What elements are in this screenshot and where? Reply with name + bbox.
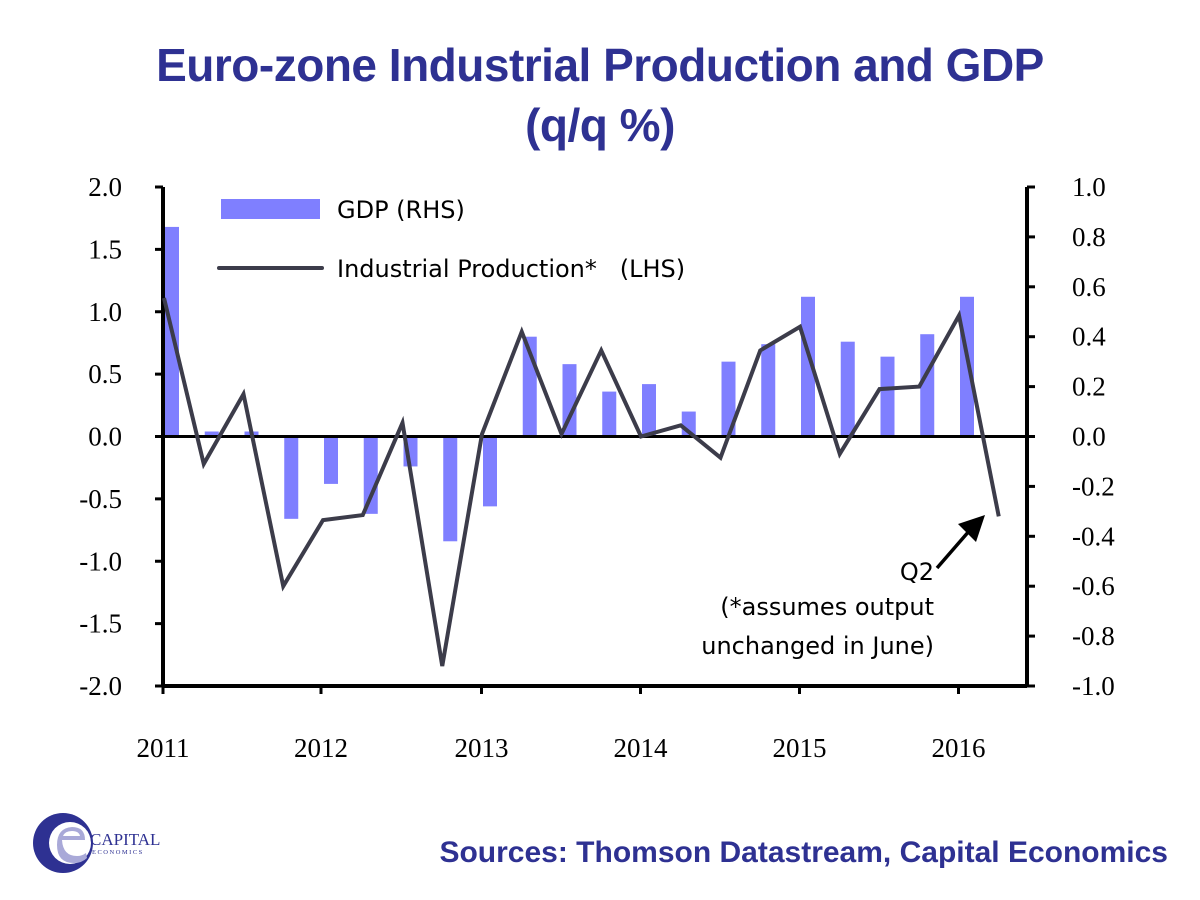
gdp-bar-2015Q3 bbox=[880, 356, 895, 437]
logo-text-capital: CAPITAL bbox=[90, 830, 160, 849]
left-tick-label: 0.5 bbox=[88, 359, 122, 389]
gdp-bar-2014Q4 bbox=[761, 344, 776, 437]
legend-label-ip: Industrial Production* (LHS) bbox=[337, 255, 685, 283]
gdp-bar-2015Q1 bbox=[801, 296, 815, 437]
left-tick-label: 1.0 bbox=[88, 297, 122, 327]
left-tick-label: -1.5 bbox=[79, 609, 122, 639]
x-tick-label: 2014 bbox=[614, 733, 669, 763]
tick-labels: 2.0 1.5 1.0 0.5 0.0 -0.5 -1.0 -1.5 -2.0 1.0 0.8 0.6… bbox=[79, 172, 1115, 763]
gdp-bar-2012Q1 bbox=[324, 436, 338, 484]
gdp-bar-2014Q3 bbox=[721, 361, 736, 437]
chart-title: Euro-zone Industrial Production and GDP bbox=[156, 39, 1044, 91]
axes bbox=[155, 185, 1035, 694]
gdp-bars bbox=[165, 226, 974, 542]
x-tick-label: 2016 bbox=[932, 733, 986, 763]
annotation-arrow bbox=[935, 528, 972, 570]
right-tick-label: 0.6 bbox=[1072, 272, 1106, 302]
left-tick-label: -0.5 bbox=[79, 484, 122, 514]
gdp-bar-2011Q4 bbox=[284, 436, 299, 519]
chart-subtitle: (q/q %) bbox=[525, 99, 675, 151]
gdp-bar-2012Q2 bbox=[363, 436, 378, 514]
x-tick-label: 2012 bbox=[294, 733, 348, 763]
gdp-bar-2015Q4 bbox=[920, 334, 935, 437]
logo-text-economics: ECONOMICS bbox=[92, 849, 144, 856]
legend-swatch-gdp bbox=[221, 199, 320, 219]
right-tick-label: -0.4 bbox=[1072, 521, 1115, 551]
capital-economics-logo: CAPITAL ECONOMICS bbox=[33, 813, 160, 873]
ip-line-series bbox=[162, 297, 1001, 667]
left-tick-label: 2.0 bbox=[88, 172, 122, 202]
gdp-bar-2015Q2 bbox=[840, 341, 855, 437]
annotation: Q2 (*assumes output unchanged in June) bbox=[701, 515, 985, 660]
gdp-bar-2016Q1 bbox=[960, 296, 974, 437]
x-tick-label: 2013 bbox=[455, 733, 509, 763]
gdp-bar-2013Q1 bbox=[483, 436, 497, 507]
right-tick-label: 0.8 bbox=[1072, 222, 1106, 252]
right-tick-label: 0.4 bbox=[1072, 322, 1106, 352]
left-tick-label: -1.0 bbox=[79, 546, 122, 576]
left-tick-label: -2.0 bbox=[79, 671, 122, 701]
arrow-head-icon bbox=[958, 515, 985, 542]
sources-note: Sources: Thomson Datastream, Capital Eco… bbox=[439, 836, 1168, 869]
right-tick-label: 1.0 bbox=[1072, 172, 1106, 202]
right-tick-label: -1.0 bbox=[1072, 671, 1115, 701]
ip-line bbox=[162, 297, 1001, 667]
gdp-bar-2012Q4 bbox=[443, 436, 458, 542]
left-tick-label: 0.0 bbox=[88, 422, 122, 452]
legend-label-gdp: GDP (RHS) bbox=[337, 196, 465, 224]
x-tick-label: 2015 bbox=[773, 733, 827, 763]
gdp-bar-2014Q1 bbox=[642, 384, 656, 437]
logo-e-icon bbox=[57, 827, 87, 863]
gdp-bar-2013Q3 bbox=[562, 364, 577, 437]
right-tick-label: 0.0 bbox=[1072, 422, 1106, 452]
right-tick-label: -0.2 bbox=[1072, 471, 1115, 501]
annotation-note-1: (*assumes output bbox=[720, 593, 934, 621]
legend: GDP (RHS) Industrial Production* (LHS) bbox=[217, 196, 685, 283]
annotation-q2: Q2 bbox=[900, 558, 934, 586]
gdp-bar-2013Q4 bbox=[602, 391, 617, 437]
left-tick-label: 1.5 bbox=[88, 234, 122, 264]
gdp-bar-2011Q2 bbox=[204, 431, 219, 437]
annotation-note-2: unchanged in June) bbox=[701, 632, 934, 660]
right-tick-label: 0.2 bbox=[1072, 372, 1106, 402]
x-tick-label: 2011 bbox=[137, 733, 190, 763]
right-tick-label: -0.8 bbox=[1072, 621, 1115, 651]
right-tick-label: -0.6 bbox=[1072, 571, 1115, 601]
